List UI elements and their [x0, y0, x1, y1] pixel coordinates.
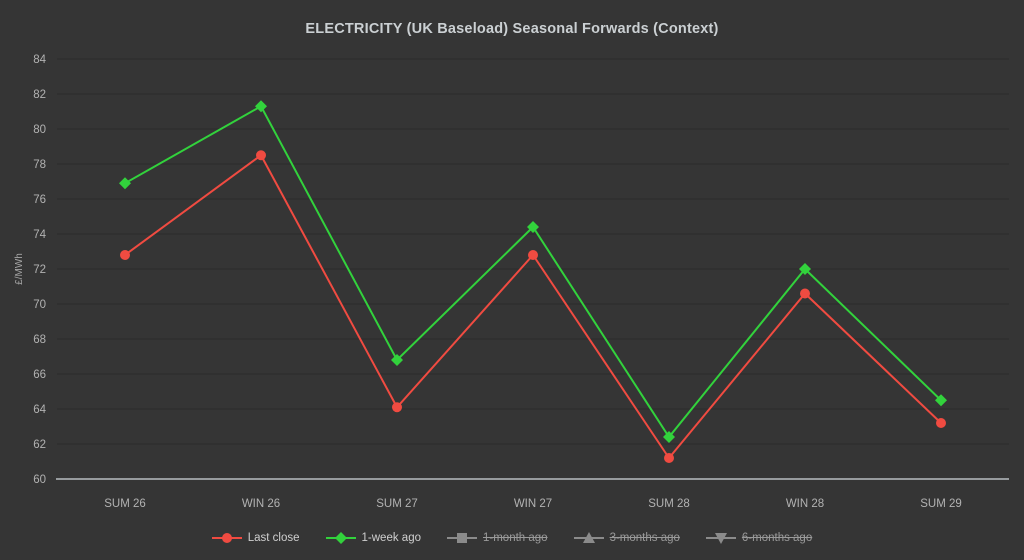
x-tick-label-win-26: WIN 26 — [242, 498, 280, 510]
series-line-1-week-ago — [124, 104, 942, 439]
x-tick-label-sum-27: SUM 27 — [376, 498, 418, 510]
legend-marker-diamond-icon — [325, 532, 356, 544]
y-tick-label-84: 84 — [33, 54, 46, 66]
y-tick-label-64: 64 — [33, 404, 46, 416]
legend-item-6-months-ago[interactable]: 6-months ago — [705, 531, 813, 545]
y-tick-label-80: 80 — [33, 124, 46, 136]
y-tick-label-70: 70 — [33, 299, 46, 311]
legend-marker-square-icon — [447, 533, 477, 543]
series-last-close — [120, 150, 946, 463]
legend-label: Last close — [247, 532, 300, 544]
series-point-1-week-ago-0 — [119, 177, 131, 190]
series-point-1-week-ago-4 — [663, 431, 675, 443]
y-tick-label-68: 68 — [33, 334, 46, 346]
x-tick-label-sum-28: SUM 28 — [648, 498, 690, 510]
x-tick-label-win-28: WIN 28 — [786, 498, 824, 510]
series-point-last-close-0 — [120, 250, 130, 260]
y-axis-title: £/MWh — [14, 253, 25, 285]
x-tick-label-win-27: WIN 27 — [514, 498, 552, 510]
y-tick-label-78: 78 — [33, 159, 46, 171]
series-point-1-week-ago-5 — [799, 263, 811, 275]
series-point-last-close-3 — [528, 250, 538, 260]
y-tick-label-82: 82 — [33, 89, 46, 101]
legend-label: 6-months ago — [741, 532, 813, 544]
legend-item-1-week-ago[interactable]: 1-week ago — [325, 531, 421, 545]
legend-marker-shape — [714, 533, 727, 544]
y-tick-label-60: 60 — [33, 474, 46, 486]
chart-legend: Last close 1-week ago 1-month ago 3-months … — [0, 531, 1024, 545]
legend-label: 1-week ago — [361, 532, 421, 544]
legend-marker-shape — [457, 533, 467, 543]
legend-item-last-close[interactable]: Last close — [211, 531, 300, 545]
y-tick-label-74: 74 — [33, 229, 46, 241]
y-tick-label-62: 62 — [33, 439, 46, 451]
legend-label: 3-months ago — [609, 532, 680, 544]
legend-marker-triangle-down-icon — [705, 533, 736, 544]
series-point-last-close-2 — [392, 402, 402, 413]
legend-marker-shape — [221, 533, 232, 543]
x-tick-label-sum-26: SUM 26 — [104, 498, 146, 510]
series-point-last-close-6 — [936, 418, 946, 428]
legend-marker-triangle-up-icon — [573, 532, 604, 543]
legend-item-3-months-ago[interactable]: 3-months ago — [573, 531, 680, 545]
legend-label: 1-month ago — [483, 532, 548, 544]
legend-marker-shape — [582, 532, 595, 543]
series-1-week-ago — [119, 100, 947, 443]
series-line-last-close — [124, 153, 942, 460]
y-tick-label-66: 66 — [33, 369, 46, 381]
series-point-last-close-4 — [664, 453, 674, 463]
legend-item-1-month-ago[interactable]: 1-month ago — [447, 531, 548, 545]
legend-marker-circle-icon — [211, 533, 242, 543]
y-tick-label-76: 76 — [33, 194, 46, 206]
series-point-last-close-1 — [256, 150, 266, 161]
series-point-last-close-5 — [800, 288, 810, 299]
x-tick-label-sum-29: SUM 29 — [920, 498, 962, 510]
series-point-1-week-ago-3 — [527, 221, 539, 233]
chart-title: ELECTRICITY (UK Baseload) Seasonal Forwa… — [305, 21, 719, 37]
legend-marker-shape — [334, 532, 347, 544]
series-point-1-week-ago-2 — [391, 354, 403, 366]
series-point-1-week-ago-6 — [935, 394, 947, 407]
y-tick-label-72: 72 — [33, 264, 46, 276]
series-point-1-week-ago-1 — [255, 100, 267, 113]
